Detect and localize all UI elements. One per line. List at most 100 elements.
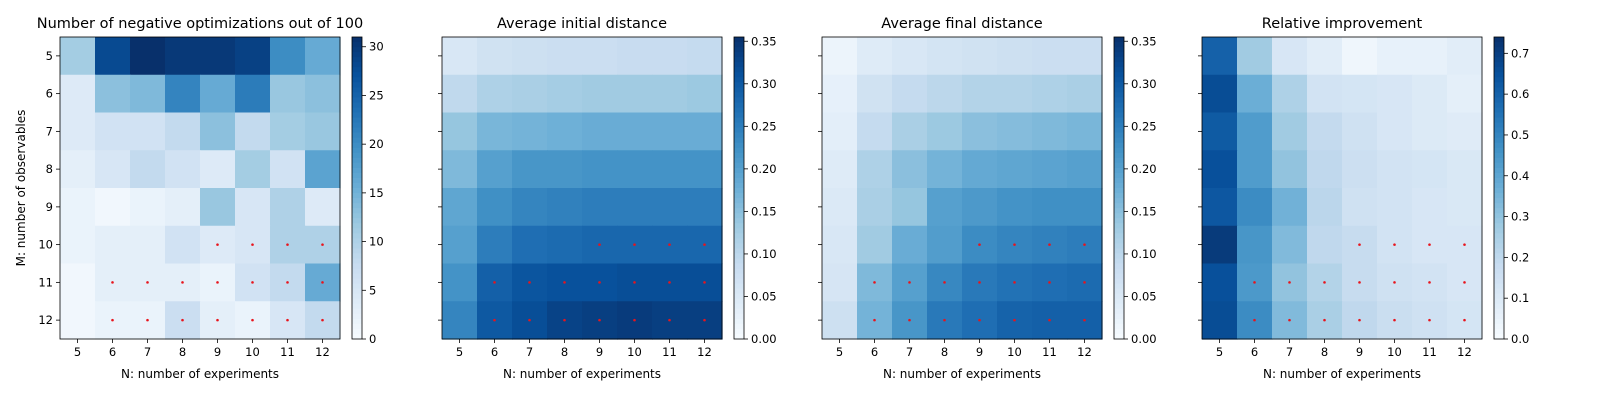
colorbar-segment — [1114, 313, 1124, 320]
heatmap-cell — [582, 150, 618, 189]
heatmap-cell — [1447, 37, 1483, 76]
colorbar-segment — [1494, 162, 1504, 169]
heatmap-cell — [442, 74, 478, 114]
colorbar-segment — [352, 328, 362, 335]
colorbar-segment — [352, 198, 362, 204]
colorbar-segment — [734, 107, 744, 114]
heatmap-cell — [892, 74, 928, 114]
heatmap-cell — [270, 37, 306, 76]
heatmap-cell — [892, 188, 928, 227]
heatmap-cell — [512, 112, 548, 151]
heatmap-cell — [997, 74, 1033, 114]
heatmap-cell — [305, 188, 341, 227]
colorbar-segment — [352, 47, 362, 53]
colorbar-segment — [1114, 328, 1124, 335]
x-tick-label: 9 — [214, 345, 221, 359]
heatmap-cell — [1202, 112, 1238, 151]
marker-dot — [563, 281, 566, 284]
marker-dot — [321, 318, 324, 322]
colorbar-segment — [734, 303, 744, 310]
heatmap-cell — [60, 301, 96, 340]
x-axis-label: N: number of experiments — [1263, 367, 1421, 381]
colorbar-segment — [1494, 193, 1504, 199]
x-tick-label: 6 — [109, 345, 116, 359]
colorbar-segment — [1494, 112, 1504, 119]
heatmap-cell — [442, 37, 478, 76]
colorbar-segment — [1494, 137, 1504, 144]
colorbar-segment — [734, 288, 744, 295]
colorbar-tick-label: 0.5 — [1511, 128, 1529, 142]
heatmap-cell — [60, 37, 96, 76]
marker-dot — [703, 281, 706, 284]
colorbar-segment — [1494, 52, 1504, 58]
x-tick-label: 9 — [1356, 345, 1363, 359]
y-tick-label: 7 — [46, 124, 53, 138]
marker-dot — [1083, 318, 1086, 322]
heatmap-cell — [857, 112, 893, 151]
heatmap-cell — [1032, 74, 1068, 114]
heatmap-cell — [165, 112, 201, 151]
colorbar-segment — [734, 313, 744, 320]
colorbar-segment — [352, 102, 362, 109]
heatmap-cell — [1202, 37, 1238, 76]
heatmap-cell — [822, 263, 858, 302]
colorbar-segment — [352, 97, 362, 104]
colorbar-segment — [352, 228, 362, 234]
marker-dot — [978, 243, 981, 246]
colorbar-segment — [1494, 223, 1504, 229]
colorbar-segment — [1494, 218, 1504, 224]
x-tick-label: 6 — [491, 345, 498, 359]
colorbar-segment — [734, 298, 744, 305]
marker-dot — [943, 281, 946, 284]
colorbar: 0.00 0.05 0.10 0.15 0.20 0.25 0.30 0.35 — [1113, 34, 1157, 346]
colorbar-tick-label: 0.3 — [1511, 210, 1529, 224]
colorbar-frame — [351, 36, 363, 340]
heatmap-cell — [1202, 150, 1238, 189]
marker-dot — [668, 281, 671, 284]
colorbar-segment — [734, 157, 744, 164]
heatmap-cell — [857, 225, 893, 265]
heatmap-cell — [60, 188, 96, 227]
colorbar-segment — [1114, 47, 1124, 53]
colorbar-segment — [1494, 127, 1504, 134]
colorbar-segment — [352, 283, 362, 290]
heatmap-cell — [1272, 150, 1308, 189]
colorbar-segment — [1494, 188, 1504, 194]
colorbar-segment — [1494, 243, 1504, 249]
colorbar-segment — [1494, 203, 1504, 209]
marker-dot — [528, 318, 531, 322]
panel-title: Number of negative optimizations out of … — [37, 16, 363, 32]
colorbar-segment — [1494, 82, 1504, 88]
heatmap-cell — [997, 150, 1033, 189]
colorbar-segment — [1494, 213, 1504, 219]
heatmap-cell — [822, 150, 858, 189]
heatmap-cell — [547, 150, 583, 189]
heatmap-cell — [477, 74, 513, 114]
colorbar-segment — [734, 112, 744, 119]
marker-dot — [1013, 281, 1016, 284]
heatmap-cell — [235, 150, 271, 189]
heatmap-cell — [1032, 37, 1068, 76]
heatmap-cell — [1272, 225, 1308, 265]
colorbar-tick-label: 25 — [369, 88, 384, 102]
colorbar-segment — [1494, 57, 1504, 63]
heatmap-cell — [60, 112, 96, 151]
heatmap-cell — [857, 37, 893, 76]
colorbar-segment — [352, 142, 362, 149]
colorbar-segment — [1494, 117, 1504, 124]
colorbar-segment — [734, 323, 744, 330]
colorbar-segment — [1494, 147, 1504, 154]
colorbar-tick-label: 0.05 — [751, 289, 777, 303]
heatmap-cell — [547, 225, 583, 265]
colorbar-segment — [1114, 273, 1124, 280]
colorbar-segment — [734, 182, 744, 189]
colorbar-segment — [1494, 42, 1504, 48]
colorbar-tick-label: 0.20 — [1131, 162, 1157, 176]
colorbar-tick-label: 0.30 — [751, 77, 777, 91]
colorbar-segment — [734, 253, 744, 260]
heatmap-cell — [822, 188, 858, 227]
heatmap-cell — [130, 188, 166, 227]
marker-dot — [286, 281, 289, 284]
heatmap-cell — [892, 150, 928, 189]
